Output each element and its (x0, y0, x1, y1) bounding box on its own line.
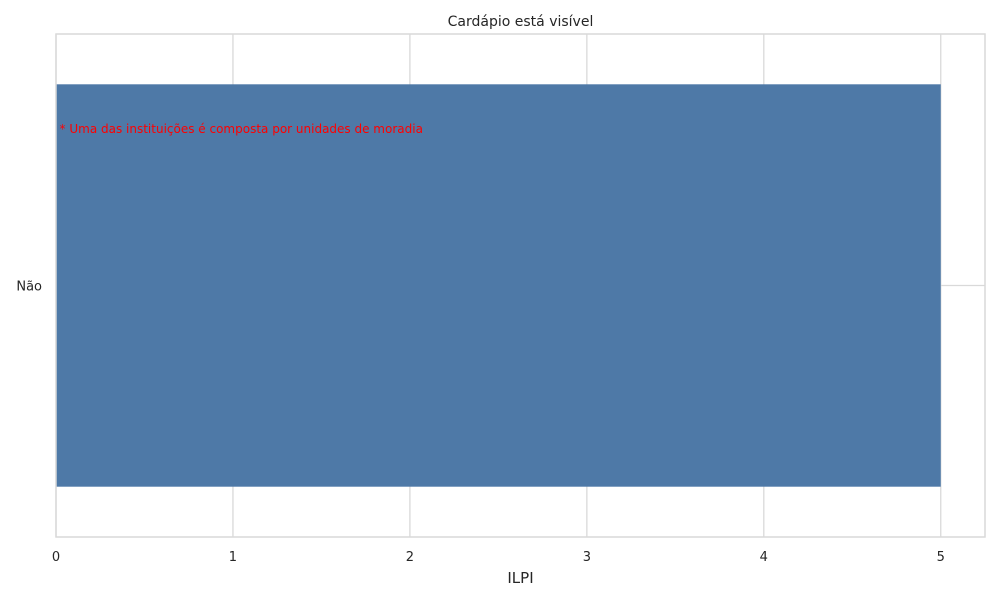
x-tick-label: 3 (583, 550, 591, 565)
x-tick-label: 5 (937, 550, 945, 565)
y-axis-ticks: Não (16, 280, 42, 295)
chart-title: Cardápio está visível (448, 14, 594, 30)
x-tick-label: 1 (229, 550, 237, 565)
bars (56, 84, 941, 487)
x-axis-ticks: 0 1 2 3 4 5 (52, 550, 945, 565)
x-tick-label: 0 (52, 550, 60, 565)
y-tick-label: Não (16, 280, 42, 295)
annotation-note: * Uma das instituições é composta por un… (60, 122, 423, 136)
x-axis-label: ILPI (507, 569, 533, 587)
bar (56, 84, 941, 487)
x-tick-label: 4 (760, 550, 768, 565)
x-tick-label: 2 (406, 550, 414, 565)
plot-frame (55, 33, 986, 538)
